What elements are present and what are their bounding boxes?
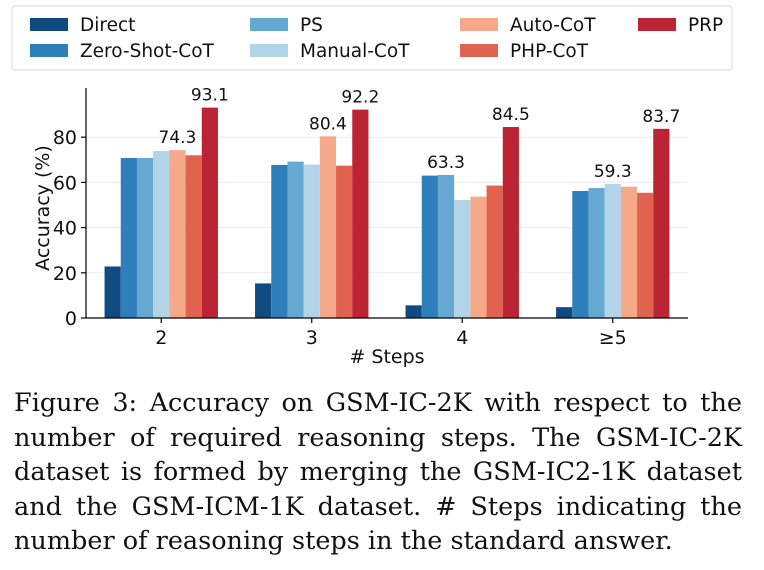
legend-swatch <box>638 18 676 31</box>
legend-swatch <box>460 18 498 31</box>
bar <box>604 183 621 318</box>
y-tick-label: 80 <box>53 127 77 149</box>
legend-swatch <box>460 44 498 57</box>
bar <box>287 161 304 318</box>
legend-swatch <box>250 18 288 31</box>
legend-label: PRP <box>688 15 723 36</box>
accuracy-bar-chart: Direct Zero-Shot-CoT PS Manual-CoT Auto-CoT P… <box>11 5 733 368</box>
legend-label: Manual-CoT <box>300 41 410 62</box>
bar <box>470 196 487 318</box>
bar <box>486 185 503 318</box>
legend-box <box>11 5 733 71</box>
data-label: 74.3 <box>159 128 197 148</box>
bar <box>437 174 455 318</box>
bar <box>319 136 337 318</box>
data-label: 83.7 <box>642 107 680 127</box>
data-label: 93.1 <box>191 86 229 106</box>
bar <box>104 266 121 318</box>
data-labels: 74.3 93.1 80.4 92.2 63.3 84.5 59.3 83.7 <box>159 86 681 182</box>
bars <box>104 107 670 319</box>
bar <box>120 157 137 318</box>
legend-swatch <box>30 44 68 57</box>
bar <box>556 307 573 318</box>
bar <box>185 155 202 318</box>
x-tick-label: ≥5 <box>599 327 627 349</box>
legend-label: PS <box>300 15 323 36</box>
bar <box>136 157 154 318</box>
axes: 0 20 40 60 80 2 3 4 ≥5 <box>53 88 688 349</box>
bar <box>572 190 589 318</box>
data-label: 63.3 <box>427 153 465 173</box>
bar <box>421 175 438 318</box>
x-tick-label: 2 <box>155 327 167 349</box>
y-tick-label: 0 <box>65 308 77 330</box>
bar <box>588 188 605 318</box>
data-label: 59.3 <box>594 162 632 182</box>
legend-label: Direct <box>80 15 135 36</box>
bar <box>153 150 170 318</box>
y-tick-label: 60 <box>53 172 77 194</box>
bar <box>352 109 369 319</box>
legend-label: Zero-Shot-CoT <box>80 41 215 62</box>
y-tick-label: 40 <box>53 218 77 240</box>
bar <box>637 192 654 318</box>
bar <box>303 164 320 318</box>
data-label: 80.4 <box>309 114 347 134</box>
bar <box>169 150 186 318</box>
legend-swatch <box>250 44 288 57</box>
bar <box>620 186 638 318</box>
figure-caption: Figure 3: Accuracy on GSM-IC-2K with res… <box>14 388 742 556</box>
legend: Direct Zero-Shot-CoT PS Manual-CoT Auto-CoT P… <box>30 15 723 62</box>
bar <box>271 164 288 318</box>
bar <box>653 128 670 318</box>
data-label: 92.2 <box>341 88 379 108</box>
bar <box>201 107 218 319</box>
legend-label: PHP-CoT <box>510 41 589 62</box>
legend-swatch <box>30 18 68 31</box>
bar <box>336 165 353 318</box>
bar <box>405 305 422 318</box>
x-tick-label: 4 <box>456 327 468 349</box>
data-label: 84.5 <box>492 105 530 125</box>
x-tick-label: 3 <box>306 327 318 349</box>
bar <box>255 283 272 318</box>
bar <box>454 200 471 318</box>
y-axis-label: Accuracy (%) <box>32 145 54 271</box>
x-axis-label: # Steps <box>349 346 424 368</box>
bar <box>502 127 519 318</box>
y-tick-label: 20 <box>53 263 77 285</box>
legend-label: Auto-CoT <box>510 15 596 36</box>
